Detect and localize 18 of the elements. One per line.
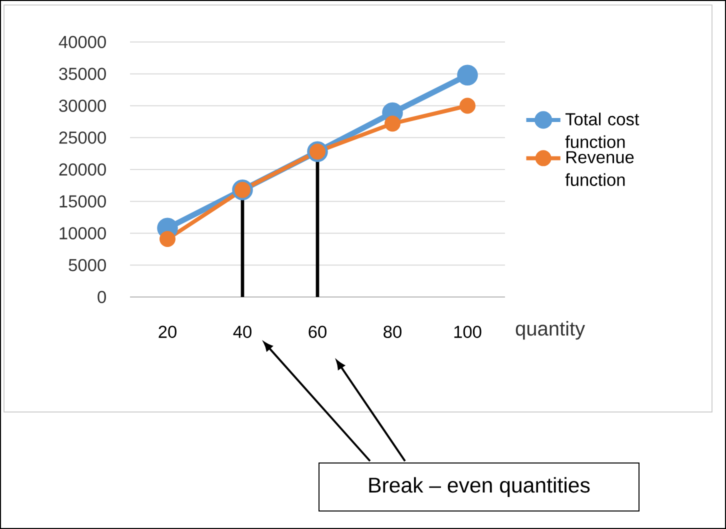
- legend-label: Revenue function: [565, 151, 634, 186]
- y-tick-label: 20000: [59, 163, 106, 176]
- x-axis-title: quantity: [516, 321, 586, 340]
- x-tick-label: 60: [308, 326, 326, 338]
- y-tick-label: 0: [98, 290, 106, 304]
- y-tick-label: 15000: [60, 195, 106, 208]
- y-tick-label: 10000: [60, 227, 106, 240]
- y-tick-label: 35000: [59, 68, 106, 80]
- x-tick-label: 80: [384, 326, 402, 338]
- legend-label: Total cost function: [565, 112, 640, 148]
- y-tick-label: 5000: [68, 258, 106, 272]
- y-tick-label: 25000: [59, 131, 106, 144]
- y-tick-label: 30000: [59, 100, 106, 112]
- x-tick-label: 100: [454, 326, 482, 338]
- text: Break – even quantities: [369, 477, 590, 497]
- x-tick-label: 20: [158, 326, 176, 338]
- y-tick-label: 40000: [58, 36, 106, 48]
- x-tick-label: 40: [233, 326, 252, 338]
